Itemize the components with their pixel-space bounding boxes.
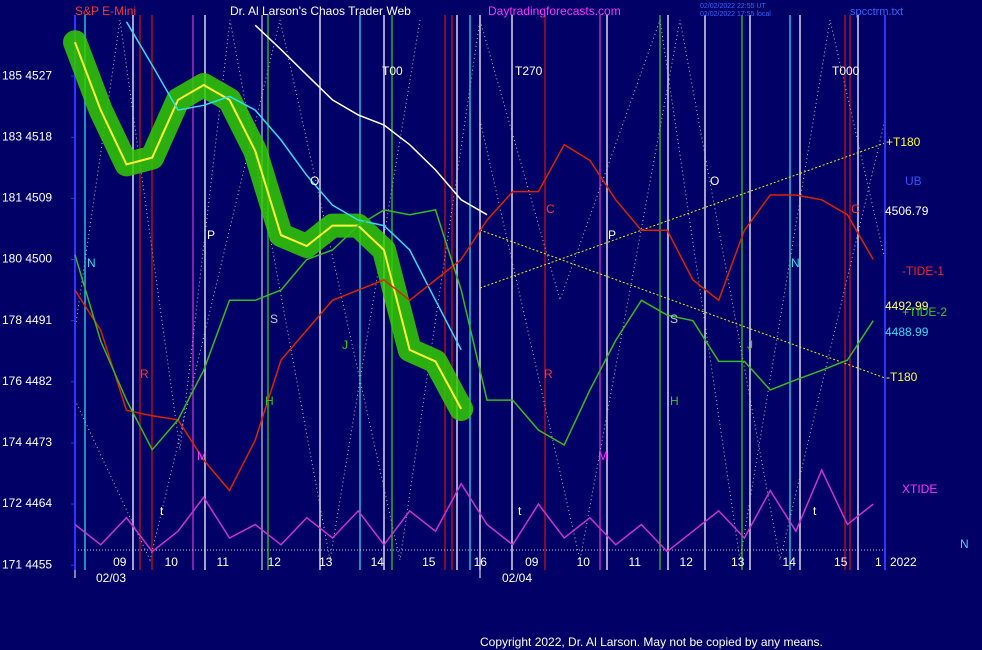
series-line [74,41,463,410]
annotation: t [813,504,817,518]
lattice [74,19,886,562]
x-tick-label: 10 [165,555,179,569]
annotation: P [608,228,616,242]
annotation: T000 [832,64,860,78]
right-label: UB [905,174,922,188]
annotation: R [140,367,149,381]
lattice-line [74,19,886,562]
cycle-lines [84,15,859,570]
series-line [74,143,874,492]
annotation: O [710,174,719,188]
last-value: 4488.99 [885,325,929,339]
x-tick-label: 11 [217,555,230,569]
timestamp: 02/02/2022 22:55 UT [700,3,766,10]
plot [63,21,874,553]
annotation: H [670,394,679,408]
annotation: S [270,312,278,326]
series-label: +TIDE-2 [902,305,947,319]
x-tick-label: 13 [319,555,333,569]
y-tick-label: 178 4491 [2,313,52,327]
y-tick-label: 174 4473 [2,435,52,449]
file-name: spcctrm.txt [850,6,903,18]
series-label: -TIDE-1 [902,264,944,278]
annotation: T270 [515,64,543,78]
x-tick-label: 10 [577,555,591,569]
x-tick-label: 16 [474,555,488,569]
right-label: -T180 [886,370,918,384]
y-tick-label: 181 4509 [2,191,52,205]
x-tick-label: 12 [268,555,282,569]
annotation: C [546,202,555,216]
annotation: J [342,338,348,352]
date-label: 02/03 [96,571,126,585]
right-label: N [960,537,969,551]
y-tick-label: 183 4518 [2,129,52,143]
x-tick-label: 1 [875,555,882,569]
lattice-line [74,19,421,561]
right-label: +T180 [886,135,921,149]
y-tick-label: 171 4455 [2,557,52,571]
annotation: T00 [382,64,403,78]
y-tick-label: 172 4464 [2,496,52,510]
series-line [74,468,874,553]
site: Daytradingforecasts.com [488,4,621,18]
x-tick-label: 13 [731,555,745,569]
x-tick-label: 15 [422,555,436,569]
x-tick-label: 15 [834,555,848,569]
annotation: t [518,504,522,518]
series-line [125,21,462,351]
last-value: 4506.79 [885,204,929,218]
annotation: N [791,256,800,270]
annotation: P [207,228,215,242]
annotations: T00 T270 T000 O O P P C C N N S S J J R … [87,64,860,518]
annotation: N [87,256,96,270]
y-tick-label: 176 4482 [2,374,52,388]
lattice-line [479,19,886,561]
x-tick-label: 09 [113,555,127,569]
annotation: R [544,367,553,381]
series-label: XTIDE [902,482,937,496]
annotation: H [265,394,274,408]
last-value: 4492.99 [885,299,929,313]
x-tick-label: 14 [371,555,385,569]
y-tick-label: 185 4527 [2,68,52,82]
series-line [74,209,874,452]
annotation: J [747,338,753,352]
timestamp: 02/02/2022 17:55 local [700,11,771,18]
annotation: O [310,174,319,188]
annotation: C [851,202,860,216]
x-tick-label: 12 [680,555,694,569]
copyright: Copyright 2022, Dr. Al Larson. May not b… [480,635,823,649]
annotation: S [670,312,678,326]
instrument: S&P E-Mini [75,4,136,18]
date-label: 02/04 [502,571,532,585]
x-tick-label: 14 [783,555,797,569]
x-tick-label: 11 [629,555,642,569]
x-tick-label: 09 [525,555,539,569]
y-tick-label: 180 4500 [2,252,52,266]
year: 2022 [890,555,917,569]
annotation: M [197,449,207,463]
series-line [254,24,488,216]
annotation: M [598,449,608,463]
chart-title: Dr. Al Larson's Chaos Trader Web [230,4,411,18]
annotation: t [160,504,164,518]
